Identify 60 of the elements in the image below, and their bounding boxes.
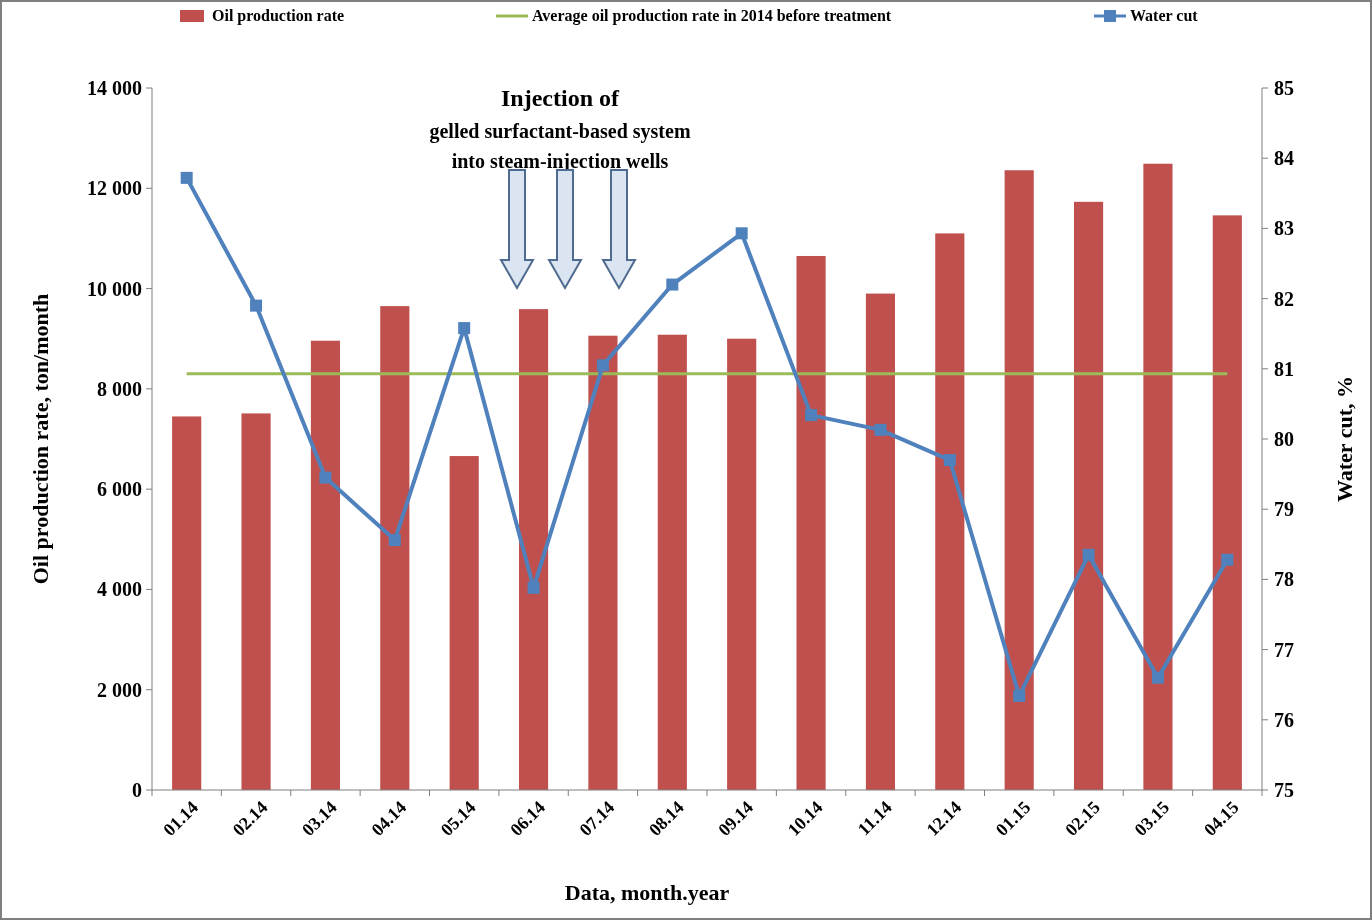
- bar: [172, 416, 202, 790]
- y2-tick-label: 83: [1274, 217, 1294, 240]
- point: [180, 171, 193, 184]
- point: [805, 409, 818, 422]
- y-tick-label: 8 000: [97, 377, 142, 400]
- point: [666, 278, 679, 291]
- annotation: into steam-injection wells: [451, 150, 669, 173]
- point: [458, 322, 471, 335]
- point: [250, 299, 263, 312]
- bar: [727, 338, 757, 790]
- y2-tick-label: 81: [1274, 357, 1294, 380]
- point: [319, 471, 332, 484]
- y-tick-label: 12 000: [87, 177, 142, 200]
- y2-tick-label: 79: [1274, 498, 1294, 521]
- y-axis-title: Oil production rate, ton/month: [28, 293, 53, 585]
- point: [1221, 553, 1234, 566]
- bar: [380, 306, 410, 790]
- point: [735, 227, 748, 240]
- y-tick-label: 10 000: [87, 277, 142, 300]
- bar: [449, 456, 479, 790]
- bar: [241, 413, 271, 790]
- bar: [588, 335, 618, 790]
- bar: [865, 293, 896, 790]
- y-tick-label: 0: [132, 779, 142, 801]
- y2-tick-label: 78: [1274, 568, 1294, 591]
- bar: [1143, 163, 1173, 790]
- point: [1082, 548, 1095, 561]
- bar: [1004, 170, 1034, 790]
- legend-label: Oil production rate: [212, 7, 345, 25]
- bar: [657, 334, 687, 790]
- point: [388, 534, 401, 547]
- y2-tick-label: 84: [1274, 147, 1294, 170]
- y-tick-label: 6 000: [97, 478, 142, 501]
- bar: [518, 309, 549, 790]
- y-tick-label: 14 000: [87, 77, 142, 99]
- y2-axis-title: Water cut, %: [1332, 375, 1357, 503]
- legend-label: Water cut: [1130, 7, 1199, 24]
- legend-label: Average oil production rate in 2014 before treatment: [532, 7, 892, 25]
- y-tick-label: 4 000: [97, 578, 142, 601]
- y2-tick-label: 76: [1274, 708, 1294, 731]
- y2-tick-label: 80: [1274, 428, 1294, 450]
- x-axis-title: Data, month.year: [564, 880, 730, 905]
- point: [874, 423, 887, 436]
- bar: [796, 255, 826, 790]
- point: [527, 581, 540, 594]
- annotation: gelled surfactant-based system: [429, 120, 691, 143]
- annotation: Injection of: [501, 85, 620, 111]
- y2-tick-label: 75: [1274, 779, 1294, 801]
- point: [1151, 671, 1164, 684]
- point: [943, 454, 956, 467]
- y2-tick-label: 85: [1274, 77, 1294, 99]
- bar: [935, 233, 965, 790]
- bar: [1073, 201, 1104, 790]
- y2-tick-label: 77: [1274, 638, 1294, 661]
- point: [596, 359, 609, 372]
- y2-tick-label: 82: [1274, 287, 1294, 310]
- y-tick-label: 2 000: [97, 678, 142, 701]
- bar: [310, 340, 341, 790]
- bar: [1212, 215, 1242, 790]
- point: [1013, 689, 1026, 702]
